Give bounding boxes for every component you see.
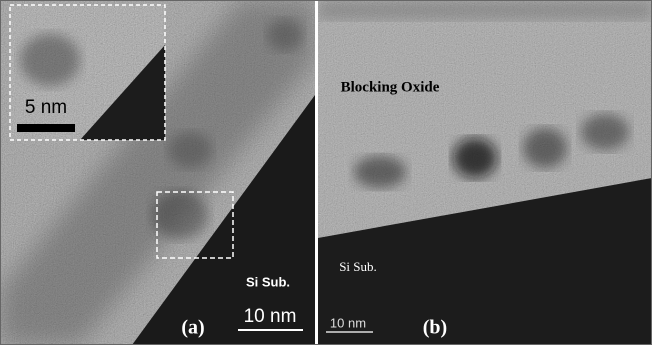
layer-label: Blocking Oxide (341, 79, 440, 95)
panel-label: (b) (423, 317, 447, 339)
inset-scale-label: 5 nm (25, 97, 67, 118)
inset (10, 5, 165, 140)
panel-label: (a) (181, 317, 204, 339)
panel-b: Blocking Oxide Si Sub. 10 nm (b) (318, 0, 652, 345)
inset-scale-bar (17, 124, 75, 132)
panel-a: 5 nm Si Sub. 10 nm (a) (0, 0, 315, 345)
region-label: Si Sub. (246, 274, 290, 289)
scale-label: 10 nm (330, 315, 366, 330)
scale-label: 10 nm (244, 306, 297, 327)
region-label: Si Sub. (339, 259, 377, 274)
figure: 5 nm Si Sub. 10 nm (a) Blocking Oxide Si… (0, 0, 652, 345)
